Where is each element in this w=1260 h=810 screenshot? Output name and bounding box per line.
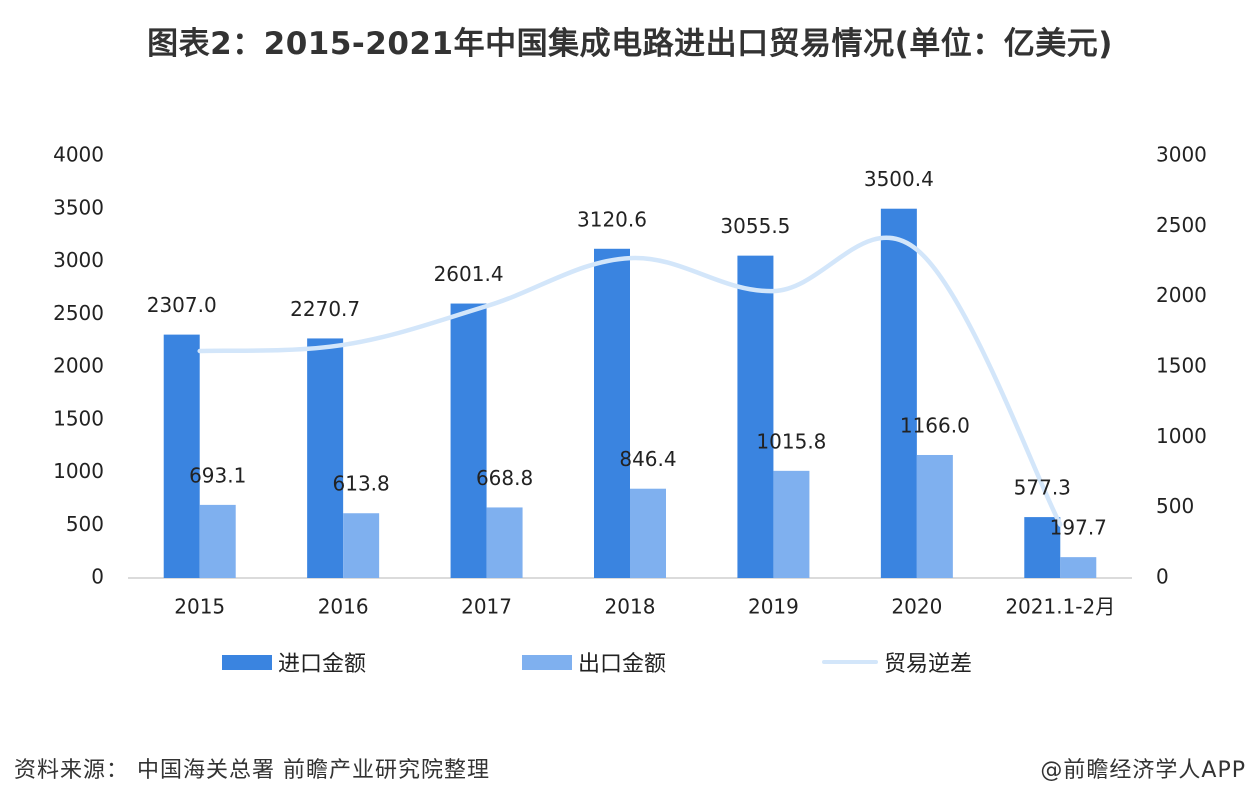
export-bar [630,488,666,578]
brand-credit: @前瞻经济学人APP [1040,758,1246,783]
y-left-tick-label: 3000 [53,248,104,272]
chart-legend: 进口金额 出口金额 贸易逆差 [0,646,1260,686]
y-left-tick-label: 3500 [53,195,104,219]
chart-canvas: 0 500 1000 1500 2000 2500 3000 3500 4000 0 500 1000… [53,143,1207,619]
export-data-label: 613.8 [333,472,390,496]
import-data-label: 577.3 [1014,476,1071,500]
legend-swatch-deficit [822,660,878,664]
legend-label-export: 出口金额 [578,652,667,677]
import-data-label: 2270.7 [290,297,360,321]
y-left-tick-label: 4000 [53,143,104,167]
x-tick-label: 2017 [461,595,512,619]
y-left-tick-label: 1500 [53,406,104,430]
legend-item-deficit: 贸易逆差 [822,646,972,678]
x-tick-label: 2016 [318,595,369,619]
y-right-tick-label: 1500 [1156,354,1207,378]
source-note: 资料来源： 中国海关总署 前瞻产业研究院整理 [14,758,490,783]
import-bar [880,208,917,578]
legend-swatch-export [522,654,572,670]
x-tick-label: 2015 [174,595,225,619]
import-bar [450,303,487,578]
import-data-label: 2601.4 [434,262,504,286]
import-bar [737,255,774,578]
y-right-tick-label: 3000 [1156,143,1207,167]
export-bar [343,513,380,578]
export-bar [1060,557,1097,578]
y-right-tick-label: 1000 [1156,424,1207,448]
y-left-tick-label: 0 [91,565,104,589]
y-left-tick-label: 500 [66,512,104,536]
export-bar [773,470,810,578]
export-bar [916,454,953,578]
y-right-tick-label: 0 [1156,565,1169,589]
x-tick-label: 2021.1-2月 [1005,595,1115,619]
import-bar [1024,517,1061,578]
import-bar [594,248,630,578]
y-right-tick-label: 2000 [1156,283,1207,307]
export-data-label: 197.7 [1050,516,1107,540]
export-data-label: 1015.8 [756,429,826,453]
legend-label-import: 进口金额 [278,652,367,677]
legend-item-export: 出口金额 [522,646,666,678]
import-data-label: 3500.4 [864,167,934,191]
export-data-label: 693.1 [189,463,246,487]
x-tick-label: 2018 [605,595,656,619]
export-data-label: 1166.0 [900,413,970,437]
legend-label-deficit: 贸易逆差 [884,652,973,677]
deficit-line [197,235,1063,527]
y-left-tick-label: 2000 [53,354,104,378]
import-data-label: 2307.0 [147,293,217,317]
legend-item-import: 进口金额 [222,646,366,678]
x-tick-label: 2020 [891,595,942,619]
chart-title: 图表2：2015-2021年中国集成电路进出口贸易情况(单位：亿美元) [147,26,1113,62]
export-bar [199,504,236,578]
import-bar [163,334,200,578]
export-data-label: 668.8 [476,466,533,490]
legend-swatch-import [222,654,272,670]
y-right-tick-label: 500 [1156,494,1194,518]
x-tick-label: 2019 [748,595,799,619]
import-bar [307,338,344,578]
export-bar [486,507,523,578]
import-data-label: 3120.6 [577,207,647,231]
y-right-tick-label: 2500 [1156,213,1207,237]
import-data-label: 3055.5 [720,214,790,238]
export-data-label: 846.4 [619,447,676,471]
y-left-tick-label: 1000 [53,459,104,483]
y-left-tick-label: 2500 [53,301,104,325]
